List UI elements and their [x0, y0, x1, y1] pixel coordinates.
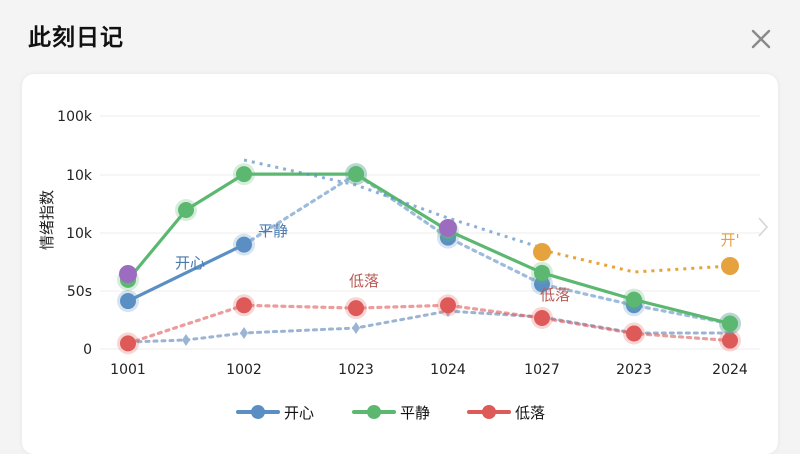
chevron-right-icon[interactable]: [757, 215, 769, 239]
purple-point: [119, 265, 137, 283]
series-point: [722, 315, 738, 332]
series-point: [236, 166, 252, 183]
x-tick-label: 2023: [616, 362, 652, 378]
y-tick-label: 0: [83, 342, 92, 358]
series-point: [534, 276, 550, 293]
y-tick-label: 10k: [66, 226, 93, 242]
y-axis-label: 情绪指数: [38, 190, 56, 250]
chart-card: 100k 10k 10k 50s 0 情绪指数 1001 1002 1023 1024 1027 20…: [22, 74, 778, 454]
orange-point: [721, 257, 739, 275]
series-dotted-0: [242, 172, 732, 326]
y-tick-label: 10k: [66, 168, 93, 184]
data-annotation: 低落: [349, 272, 379, 290]
series-point: [348, 166, 364, 183]
series-point: [120, 335, 136, 352]
series-point: [626, 291, 642, 308]
mood-line-chart: 100k 10k 10k 50s 0 情绪指数 1001 1002 1023 1024 1027 20…: [38, 109, 760, 422]
baseline-point: [240, 327, 248, 339]
legend-marker: [251, 405, 265, 419]
series-line-1: [126, 172, 731, 326]
series-point: [534, 264, 550, 281]
x-tick-label: 1002: [226, 362, 262, 378]
purple-point: [439, 219, 457, 237]
series-point: [534, 309, 550, 326]
baseline-point: [352, 322, 360, 334]
data-annotation: 低落: [540, 286, 570, 304]
series-point: [236, 297, 252, 314]
legend-label: 开心: [284, 404, 314, 422]
x-tick-label: 1023: [338, 362, 374, 378]
series-point: [348, 300, 364, 317]
overlay-dotted: [243, 158, 543, 250]
legend-label: 低落: [515, 404, 545, 422]
close-icon[interactable]: [746, 24, 776, 54]
dialog-title: 此刻日记: [28, 25, 124, 51]
series-point: [722, 332, 738, 349]
series-point: [626, 325, 642, 342]
legend-marker: [482, 405, 496, 419]
x-tick-label: 1001: [110, 362, 146, 378]
baseline-point: [182, 334, 190, 346]
data-annotation: 平静: [258, 222, 288, 240]
x-tick-label: 2024: [712, 362, 748, 378]
x-tick-label: 1027: [524, 362, 560, 378]
legend-marker: [367, 405, 381, 419]
data-annotation: 开': [720, 231, 739, 249]
y-tick-label: 50s: [67, 284, 92, 300]
x-tick-label: 1024: [430, 362, 466, 378]
series-line-0: [127, 243, 245, 303]
overlay-orange: [541, 248, 731, 274]
series-point: [178, 202, 194, 218]
series-point: [120, 293, 136, 310]
series-point: [440, 297, 456, 314]
data-annotation: 开心: [175, 254, 205, 272]
series-point: [236, 236, 252, 253]
orange-point: [533, 243, 551, 261]
legend-label: 平静: [400, 404, 430, 422]
y-tick-label: 100k: [57, 109, 93, 125]
